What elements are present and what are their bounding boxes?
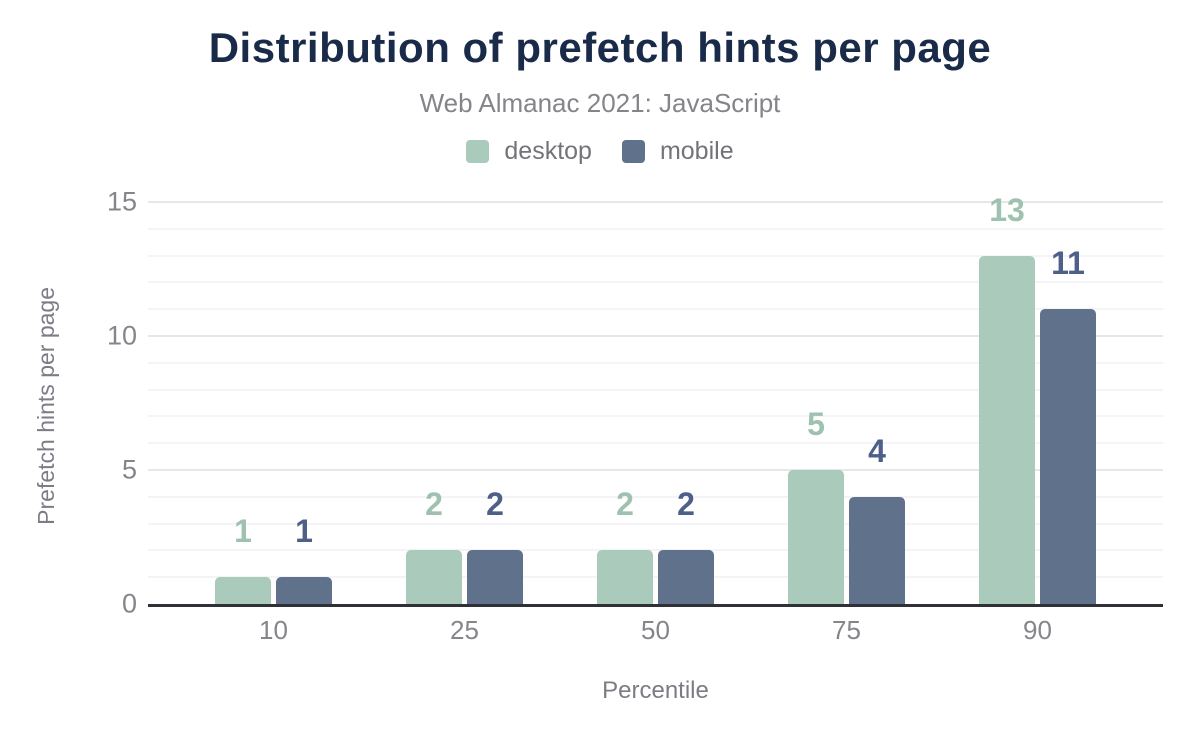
bar-value-label-mobile-p75: 4 [868, 432, 886, 469]
bar-mobile-p75[interactable] [849, 496, 905, 604]
gridline-major [148, 469, 1163, 471]
bar-mobile-p90[interactable] [1040, 309, 1096, 604]
y-axis-title-col: Prefetch hints per page [20, 205, 72, 607]
bar-wrap-mobile-p10: 1 [276, 515, 332, 604]
bar-mobile-p50[interactable] [658, 550, 714, 604]
gridline-minor [148, 549, 1163, 552]
bar-wrap-desktop-p75: 5 [788, 408, 844, 604]
gridline-minor [148, 522, 1163, 525]
bar-wrap-desktop-p50: 2 [597, 488, 653, 604]
bar-wrap-mobile-p75: 4 [849, 435, 905, 604]
gridline-minor [148, 495, 1163, 498]
bar-desktop-p50[interactable] [597, 550, 653, 604]
legend-item-mobile[interactable]: mobile [621, 136, 734, 166]
x-tick-label-p50: 50 [641, 615, 670, 645]
bar-groups: 1 1 2 2 2 2 5 4 13 11 [148, 194, 1163, 604]
gridline-major [148, 335, 1163, 337]
bar-wrap-mobile-p25: 2 [467, 488, 523, 604]
gridline-minor [148, 281, 1163, 284]
legend-swatch-mobile-icon [621, 139, 645, 163]
gridline-minor [148, 308, 1163, 311]
gridline-minor [148, 361, 1163, 364]
gridline-minor [148, 254, 1163, 257]
gridline-minor [148, 415, 1163, 418]
plot-col: 1 1 2 2 2 2 5 4 13 11 0 5 10 15 10 25 50 75 90 Percentil… [72, 164, 1163, 705]
gridline-minor [148, 227, 1163, 230]
bar-value-label-desktop-p75: 5 [807, 406, 825, 442]
bar-value-label-mobile-p25: 2 [486, 486, 504, 523]
gridline-major [148, 201, 1163, 203]
chart-title: Distribution of prefetch hints per page [208, 24, 992, 71]
bar-wrap-desktop-p10: 1 [215, 515, 271, 604]
plot-area: 1 1 2 2 2 2 5 4 13 11 0 5 10 15 [107, 188, 1163, 617]
gridline-minor [148, 388, 1163, 391]
bar-value-label-desktop-p25: 2 [425, 486, 443, 523]
x-tick-label-p10: 10 [259, 615, 288, 645]
x-tick-label-p75: 75 [832, 615, 861, 645]
legend-swatch-desktop-icon [466, 139, 490, 163]
bar-desktop-p90[interactable] [979, 255, 1035, 604]
legend: desktop mobile [0, 136, 1200, 166]
y-tick-label: 0 [121, 588, 137, 619]
bar-wrap-desktop-p25: 2 [406, 488, 462, 604]
bar-value-label-desktop-p90: 13 [989, 191, 1025, 228]
x-axis-title: Percentile [602, 677, 709, 704]
y-tick-label: 15 [106, 186, 137, 217]
y-tick-label: 10 [106, 320, 137, 351]
chart-figure: Distribution of prefetch hints per page … [0, 24, 1200, 742]
bar-value-label-mobile-p50: 2 [677, 486, 695, 523]
bar-desktop-p25[interactable] [406, 550, 462, 604]
bar-group-p90: 13 11 [942, 194, 1133, 604]
y-tick-label: 5 [121, 454, 137, 485]
bar-value-label-mobile-p10: 1 [295, 513, 313, 550]
y-axis-title: Prefetch hints per page [32, 287, 59, 525]
bar-value-label-desktop-p50: 2 [616, 486, 634, 523]
chart-subtitle: Web Almanac 2021: JavaScript [419, 88, 781, 118]
bar-value-label-mobile-p90: 11 [1051, 245, 1085, 282]
bar-mobile-p10[interactable] [276, 577, 332, 604]
gridline-minor [148, 442, 1163, 445]
bar-value-label-desktop-p10: 1 [234, 513, 252, 550]
x-tick-labels: 10 25 50 75 90 [148, 617, 1163, 643]
bar-mobile-p25[interactable] [467, 550, 523, 604]
gridline-minor [148, 576, 1163, 579]
legend-item-desktop[interactable]: desktop [466, 137, 592, 166]
legend-label-desktop: desktop [504, 136, 592, 165]
x-tick-label-p25: 25 [450, 615, 479, 645]
bar-desktop-p10[interactable] [215, 577, 271, 604]
x-tick-label-p90: 90 [1023, 615, 1052, 645]
bar-desktop-p75[interactable] [788, 470, 844, 604]
bar-wrap-mobile-p90: 11 [1040, 247, 1096, 604]
bar-wrap-mobile-p50: 2 [658, 488, 714, 604]
legend-label-mobile: mobile [659, 136, 734, 165]
bar-wrap-desktop-p90: 13 [979, 194, 1035, 604]
